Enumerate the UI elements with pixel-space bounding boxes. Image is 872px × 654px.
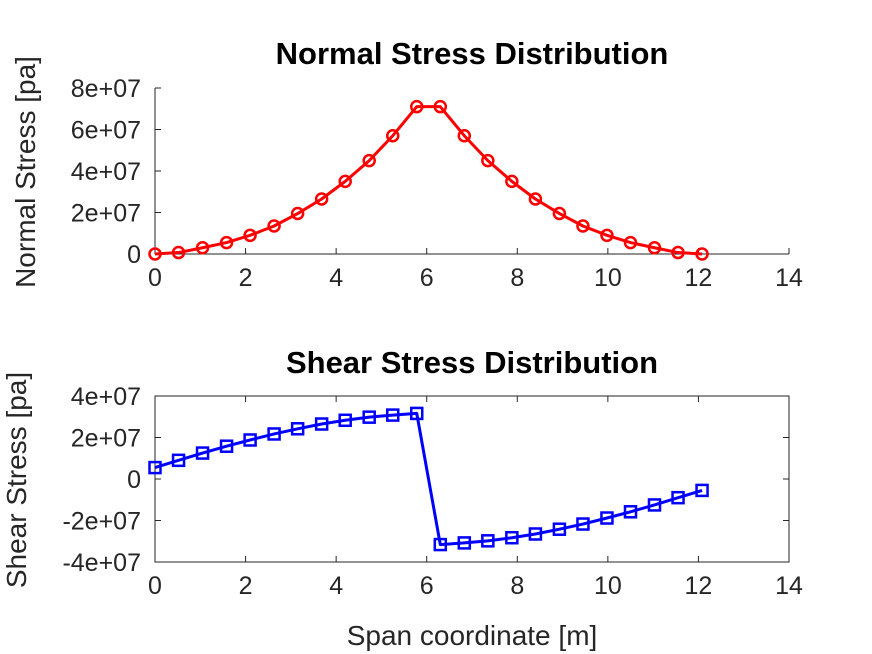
shear-stress-point (505, 530, 519, 545)
shear-stress-point (410, 406, 424, 421)
normal-stress-point (505, 174, 519, 189)
x-tick-label: 6 (420, 264, 434, 292)
shear-stress-point (528, 527, 543, 541)
x-tick-label: 2 (239, 264, 253, 292)
axes-box (154, 395, 790, 563)
shear-stress-point (362, 410, 376, 424)
normal-stress-point (552, 206, 567, 221)
y-tick-label: 4e+07 (71, 383, 141, 411)
shear-stress-point (219, 439, 234, 453)
shear-stress-point (647, 498, 662, 512)
y-tick-label: 6e+07 (71, 117, 141, 145)
x-tick-label: 10 (594, 572, 622, 600)
y-tick-label: -2e+07 (62, 508, 141, 536)
shear-stress-point (171, 453, 186, 468)
normal-stress-point (671, 245, 685, 260)
shear-stress-point (433, 537, 448, 552)
shear-stress-ylabel: Shear Stress [pa] (1, 372, 32, 588)
normal-stress-point (171, 245, 186, 260)
normal-stress-axes: 0 2 4 6 8 10 12 14 0 2e+07 4e+07 6e+07 8e+07 (71, 75, 803, 292)
normal-stress-plot: Normal Stress Distribution Normal Stress… (10, 36, 803, 292)
normal-stress-ylabel: Normal Stress [pa] (10, 56, 41, 288)
shear-stress-point (267, 427, 281, 441)
x-tick-label: 12 (685, 264, 713, 292)
y-tick-label: 0 (127, 241, 141, 269)
shear-stress-point (552, 522, 567, 536)
normal-stress-point (481, 153, 495, 168)
x-tick-label: 0 (148, 264, 162, 292)
x-tick-label: 10 (594, 264, 622, 292)
normal-stress-point (148, 247, 162, 261)
normal-stress-point (528, 192, 543, 206)
normal-stress-point (410, 99, 424, 114)
normal-stress-point (267, 219, 281, 233)
shear-stress-title: Shear Stress Distribution (286, 345, 658, 380)
normal-stress-title: Normal Stress Distribution (276, 36, 669, 71)
shear-stress-point (290, 422, 305, 436)
shear-stress-point (481, 534, 495, 548)
shear-stress-point (314, 417, 329, 431)
shear-stress-point (600, 511, 614, 525)
y-tick-label: 0 (127, 466, 141, 494)
x-tick-label: 8 (510, 264, 524, 292)
y-tick-label: 2e+07 (71, 425, 141, 453)
x-tick-label: 14 (775, 572, 803, 600)
normal-stress-point (219, 235, 234, 250)
normal-stress-point (338, 174, 352, 189)
y-tick-label: -4e+07 (62, 549, 141, 577)
x-tick-label: 14 (775, 264, 803, 292)
shear-stress-point (671, 490, 685, 505)
x-tick-label: 2 (239, 572, 253, 600)
normal-stress-point (695, 247, 709, 261)
x-tick-label: 8 (510, 572, 524, 600)
shear-stress-point (576, 517, 590, 531)
x-tick-label: 12 (685, 572, 713, 600)
normal-stress-line (154, 105, 703, 256)
shear-stress-point (148, 460, 162, 475)
normal-stress-point (243, 228, 257, 243)
span-coordinate-xlabel: Span coordinate [m] (347, 620, 598, 651)
normal-stress-point (457, 128, 472, 143)
normal-stress-point (195, 241, 210, 255)
normal-stress-point (362, 153, 376, 168)
normal-stress-point (576, 219, 590, 233)
x-tick-label: 0 (148, 572, 162, 600)
shear-stress-point (338, 413, 352, 428)
normal-stress-point (314, 192, 329, 206)
shear-stress-point (623, 505, 638, 519)
shear-stress-point (457, 536, 472, 550)
normal-stress-point (647, 241, 662, 255)
shear-stress-axes: 0 2 4 6 8 10 12 14 -4e+07 -2e+07 0 2e+07 4e+07 (62, 383, 803, 600)
shear-stress-point (243, 433, 257, 447)
normal-stress-point (433, 99, 448, 114)
x-tick-label: 4 (329, 264, 343, 292)
normal-stress-point (290, 206, 305, 221)
x-tick-label: 4 (329, 572, 343, 600)
shear-stress-series (148, 406, 709, 552)
y-tick-label: 4e+07 (71, 158, 141, 186)
shear-stress-point (695, 483, 709, 498)
shear-stress-point (386, 408, 400, 422)
shear-stress-line (154, 411, 703, 547)
y-tick-label: 8e+07 (71, 75, 141, 103)
normal-stress-point (386, 128, 400, 143)
shear-stress-plot: Shear Stress Distribution Shear Stress [… (1, 345, 803, 651)
normal-stress-point (600, 228, 614, 243)
y-tick-label: 2e+07 (71, 200, 141, 228)
normal-stress-point (623, 235, 638, 250)
shear-stress-point (195, 446, 210, 460)
normal-stress-series (148, 99, 709, 261)
x-tick-label: 6 (420, 572, 434, 600)
